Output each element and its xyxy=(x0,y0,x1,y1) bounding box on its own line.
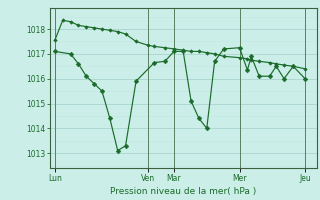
X-axis label: Pression niveau de la mer( hPa ): Pression niveau de la mer( hPa ) xyxy=(110,187,256,196)
